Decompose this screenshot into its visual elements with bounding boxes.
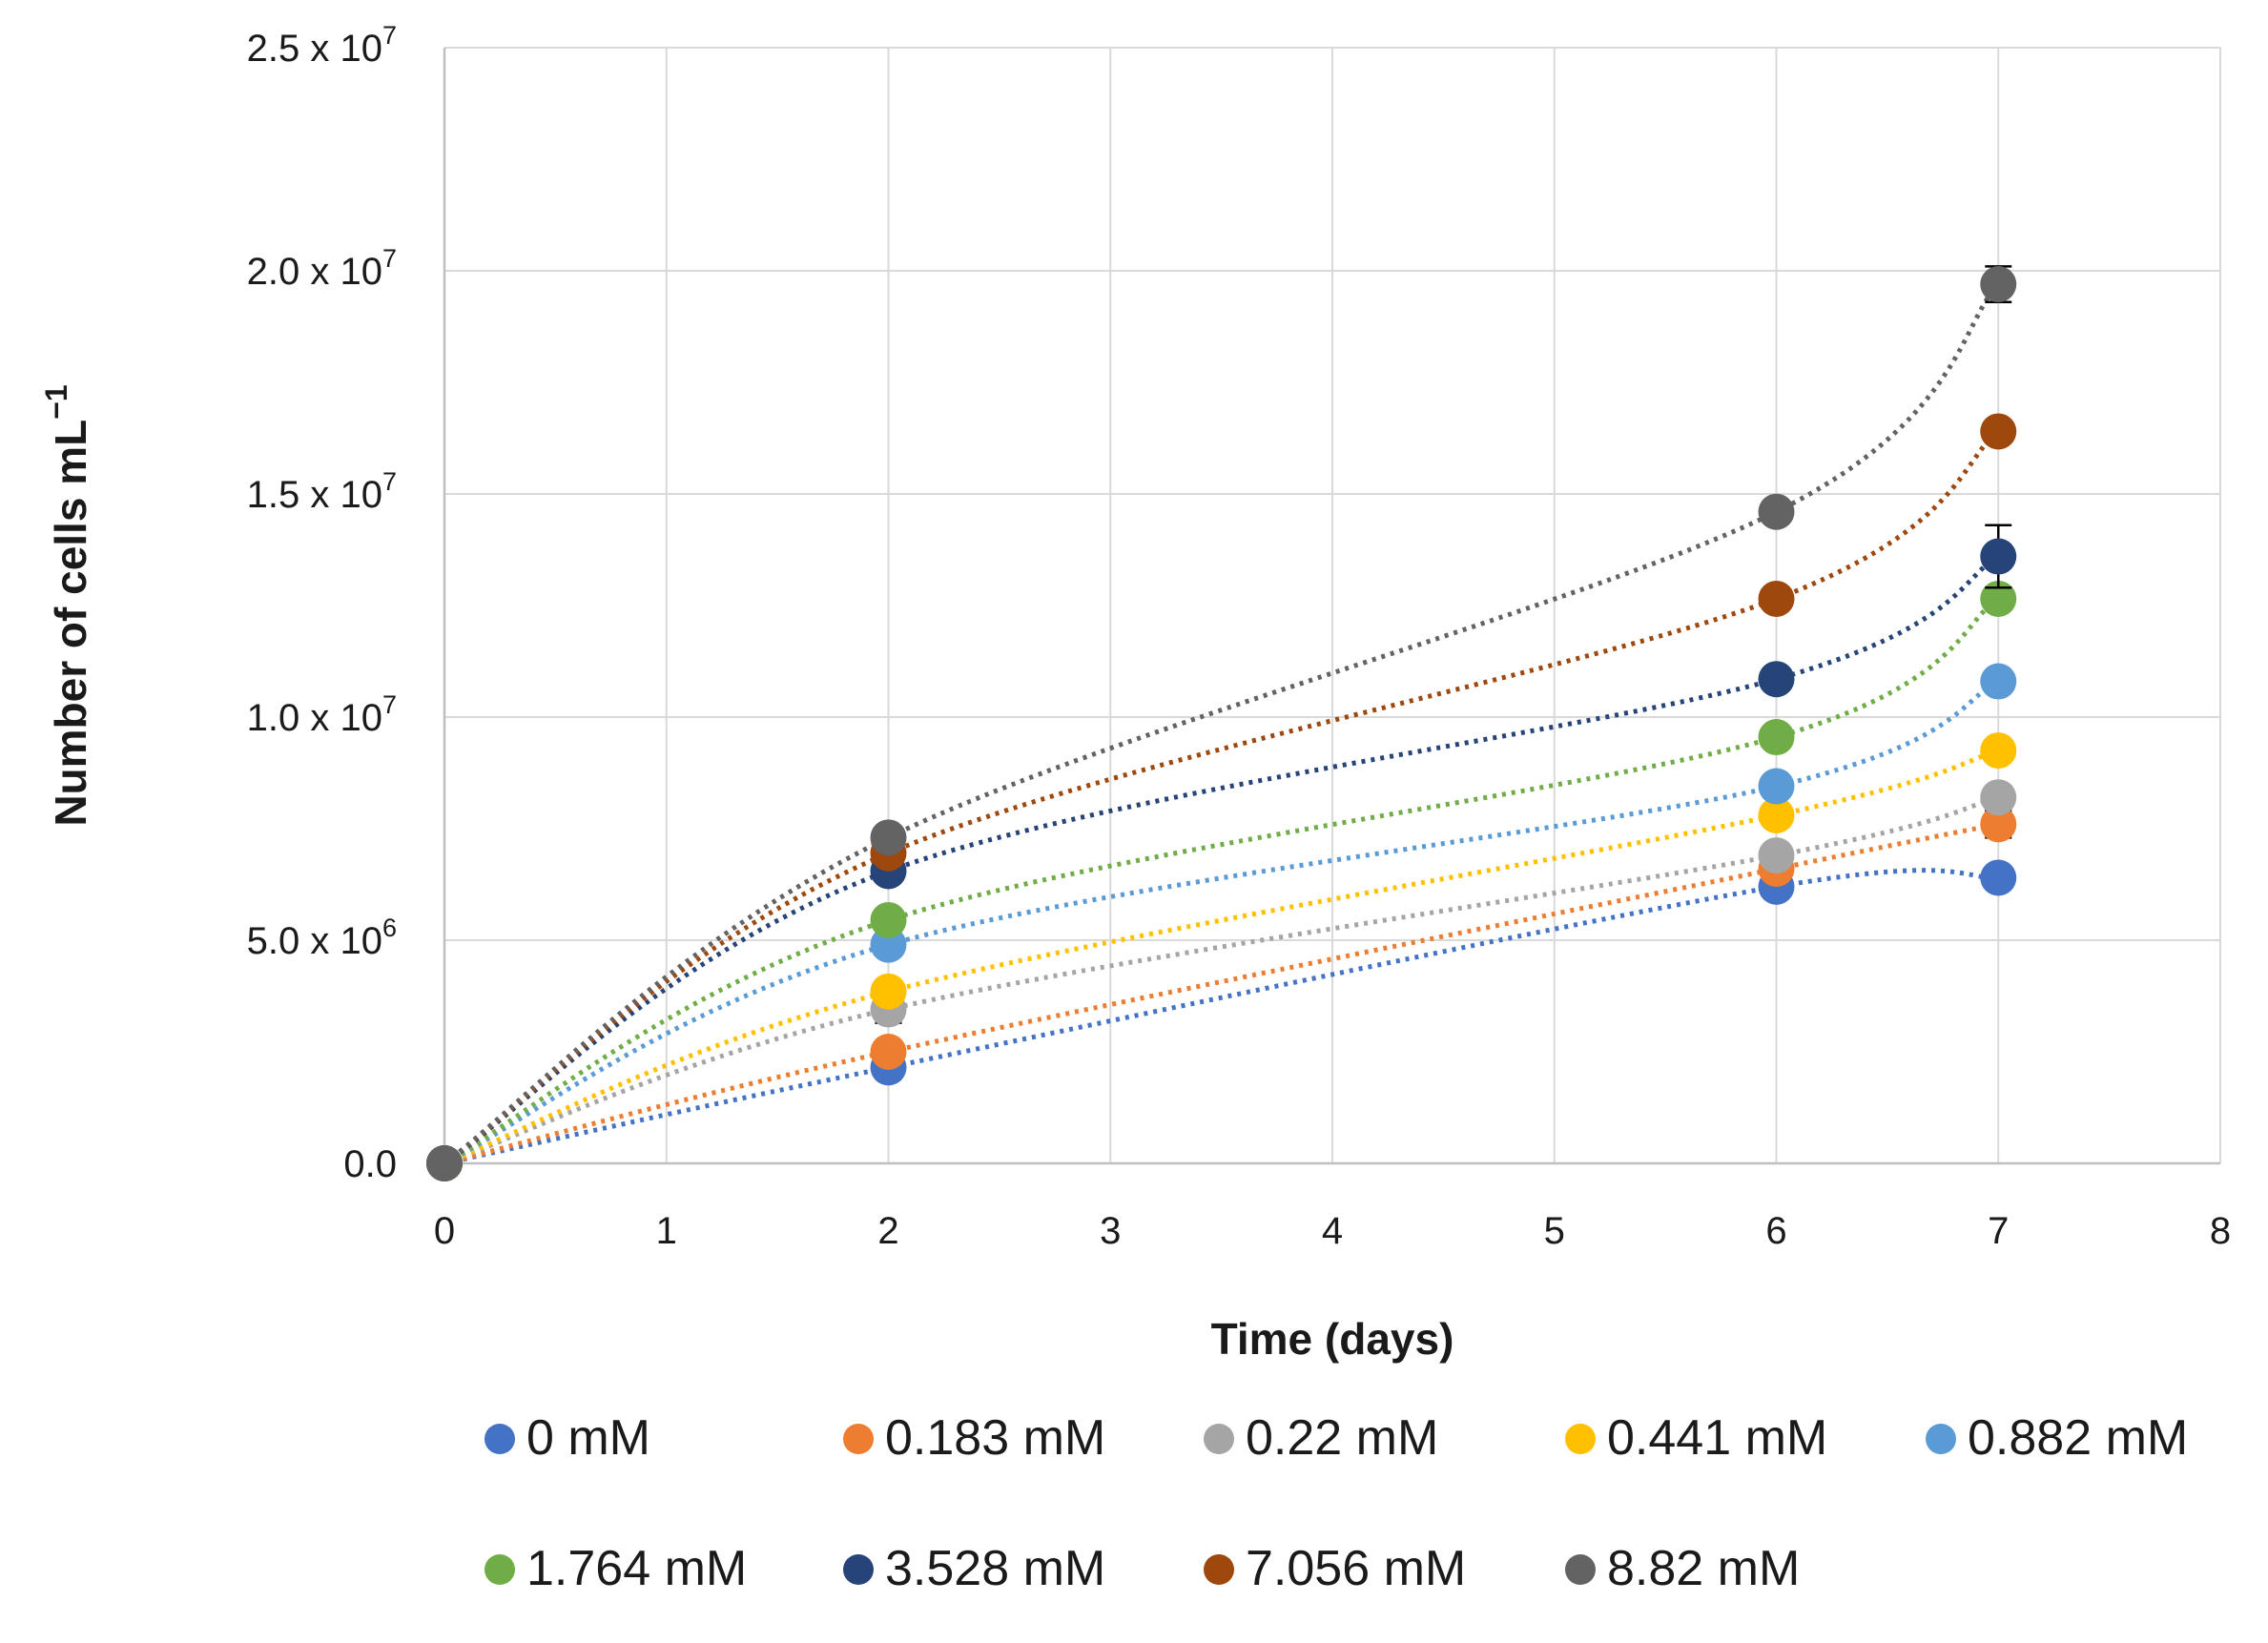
trendline-7_056-mM — [443, 429, 2000, 1166]
trendline-0-mM — [443, 868, 1999, 1166]
y-tick-label: 1.5 x 107 — [247, 467, 397, 516]
legend-item: 8.82 mM — [1565, 1541, 1800, 1596]
trendline-0_441-mM — [443, 748, 1999, 1166]
legend-label: 0.183 mM — [885, 1410, 1105, 1466]
trendline-0_22-mM — [443, 794, 1999, 1166]
x-tick-label: 5 — [1544, 1210, 1565, 1252]
data-point — [1980, 266, 2017, 303]
y-tick-label: 5.0 x 106 — [247, 914, 397, 962]
data-point — [1980, 859, 2017, 896]
legend-label: 0.22 mM — [1246, 1410, 1438, 1466]
data-point — [1980, 806, 2017, 843]
legend: 0 mM 0.183 mM 0.22 mM 0.441 mM 0.882 mM 1.764… — [485, 1410, 2188, 1596]
legend-item: 7.056 mM — [1204, 1541, 1466, 1596]
data-point — [870, 973, 907, 1010]
x-tick-label: 6 — [1765, 1210, 1786, 1252]
legend-item: 0 mM — [485, 1410, 650, 1466]
data-point — [1980, 413, 2017, 450]
y-axis-title: Number of cells mL−1 — [39, 384, 95, 826]
data-point — [1758, 719, 1795, 756]
data-point — [1758, 661, 1795, 698]
legend-item: 0.441 mM — [1565, 1410, 1827, 1466]
legend-marker — [1565, 1424, 1596, 1454]
data-point — [870, 1034, 907, 1070]
legend-item: 0.183 mM — [843, 1410, 1105, 1466]
legend-marker — [485, 1554, 515, 1585]
data-point — [1758, 580, 1795, 617]
legend-item: 3.528 mM — [843, 1541, 1105, 1596]
series-8_82-mM — [443, 282, 2001, 1166]
series-7_056-mM — [443, 429, 2000, 1166]
x-tick-label: 1 — [656, 1210, 677, 1252]
x-tick-label: 0 — [434, 1210, 455, 1252]
x-tick-label: 7 — [1988, 1210, 2009, 1252]
legend-label: 3.528 mM — [885, 1541, 1105, 1596]
legend-label: 7.056 mM — [1246, 1541, 1466, 1596]
series-0_882-mM — [443, 679, 2000, 1166]
data-point — [1758, 493, 1795, 530]
tick-labels: 0 1 2 3 4 5 6 7 8 0.0 5.0 x 106 1.0 x 107 1.5 x 107 2… — [39, 21, 2231, 1364]
legend-item: 0.882 mM — [1926, 1410, 2188, 1466]
trendline-0_882-mM — [443, 679, 2000, 1166]
y-tick-label: 2.0 x 107 — [247, 244, 397, 293]
y-tick-label: 1.0 x 107 — [247, 690, 397, 739]
data-point — [870, 819, 907, 856]
markers-8_82-mM — [426, 265, 2017, 1181]
data-point — [1758, 837, 1795, 874]
y-tick-label: 2.5 x 107 — [247, 21, 397, 70]
y-tick-label: 0.0 — [343, 1143, 397, 1185]
legend-marker — [843, 1424, 874, 1454]
x-tick-label: 3 — [1100, 1210, 1121, 1252]
legend-item: 0.22 mM — [1204, 1410, 1438, 1466]
legend-item: 1.764 mM — [485, 1541, 747, 1596]
data-point — [1980, 580, 2017, 617]
data-point — [1980, 663, 2017, 700]
legend-marker — [1204, 1424, 1234, 1454]
series-1_764-mM — [443, 596, 2000, 1166]
legend-marker — [843, 1554, 874, 1585]
trendline-0_183-mM — [443, 821, 1999, 1166]
series-layer — [426, 265, 2017, 1181]
data-point — [1980, 538, 2017, 575]
legend-marker — [1565, 1554, 1596, 1585]
legend-label: 0 mM — [526, 1410, 650, 1466]
data-point — [1758, 768, 1795, 805]
x-tick-label: 8 — [2210, 1210, 2231, 1252]
markers-0-mM — [426, 859, 2017, 1181]
data-point — [870, 901, 907, 938]
legend-label: 8.82 mM — [1607, 1541, 1800, 1596]
data-point — [1980, 732, 2017, 770]
x-tick-label: 4 — [1322, 1210, 1343, 1252]
trendline-8_82-mM — [443, 282, 2001, 1166]
data-point — [1758, 796, 1795, 833]
series-0-mM — [443, 868, 1999, 1166]
series-0_22-mM — [443, 794, 1999, 1166]
legend-label: 0.441 mM — [1607, 1410, 1827, 1466]
legend-marker — [1204, 1554, 1234, 1585]
axes — [443, 48, 2220, 1165]
legend-marker — [1926, 1424, 1956, 1454]
series-0_183-mM — [443, 821, 1999, 1166]
x-tick-label: 2 — [877, 1210, 898, 1252]
legend-label: 0.882 mM — [1968, 1410, 2188, 1466]
data-point — [426, 1145, 463, 1181]
data-point — [1980, 779, 2017, 816]
series-0_441-mM — [443, 748, 1999, 1166]
legend-label: 1.764 mM — [526, 1541, 747, 1596]
x-axis-title: Time (days) — [1211, 1314, 1454, 1364]
trendline-1_764-mM — [443, 596, 2000, 1166]
legend-marker — [485, 1424, 515, 1454]
